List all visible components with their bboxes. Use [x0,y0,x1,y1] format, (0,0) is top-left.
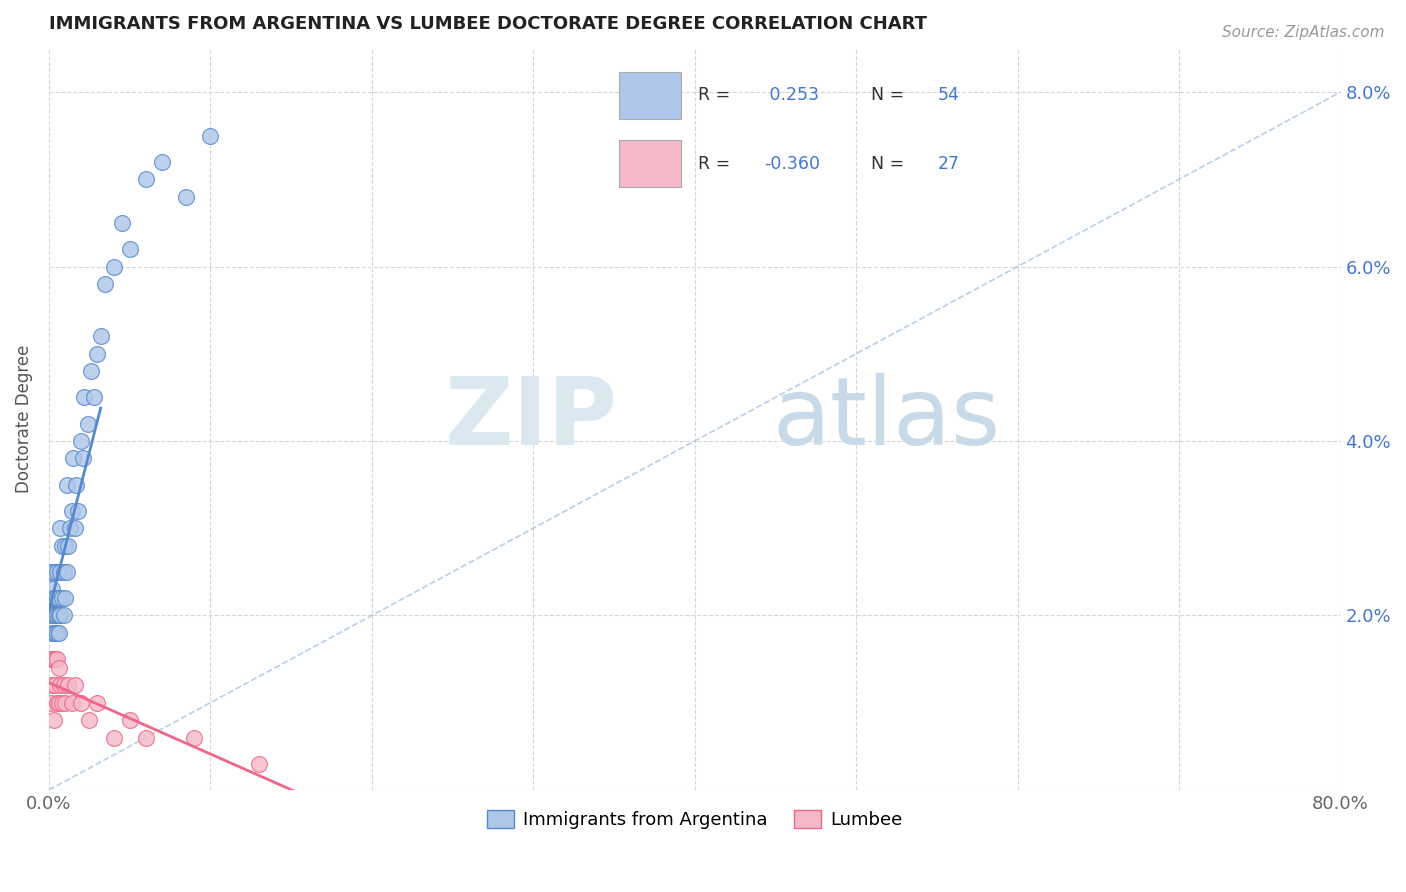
Point [135,731,157,745]
Point [46,608,69,623]
Point [118,242,141,256]
Point [39,608,62,623]
Point [41,626,63,640]
Point [53,696,76,710]
Point [111,216,134,230]
Point [76,417,98,431]
Point [103,731,125,745]
Point [200,128,222,143]
Point [42,565,65,579]
Point [42,713,65,727]
Point [150,154,173,169]
Point [44,652,66,666]
Point [46,652,69,666]
Point [53,591,76,605]
Point [135,172,157,186]
Point [44,608,66,623]
Point [58,678,80,692]
Point [48,591,70,605]
Point [42,652,65,666]
Point [44,591,66,605]
Point [44,626,66,640]
Point [49,521,72,535]
Point [103,260,125,274]
Point [60,696,83,710]
Point [52,678,75,692]
Point [183,731,205,745]
Point [51,696,73,710]
Point [48,608,70,623]
Point [90,329,112,343]
Point [118,713,141,727]
Point [39,565,62,579]
Point [46,626,69,640]
Point [62,451,84,466]
Point [70,434,93,448]
Point [59,521,82,535]
Point [94,277,117,291]
Point [63,678,86,692]
Point [41,582,63,597]
Point [79,713,101,727]
Point [51,539,73,553]
Legend: Immigrants from Argentina, Lumbee: Immigrants from Argentina, Lumbee [479,803,910,837]
Point [41,652,63,666]
Text: atlas: atlas [772,373,1001,466]
Point [41,652,63,666]
Point [41,678,63,692]
Point [42,591,65,605]
Point [55,477,77,491]
Point [48,661,70,675]
Point [70,696,93,710]
Point [44,678,66,692]
Y-axis label: Doctorate Degree: Doctorate Degree [15,345,32,493]
Point [63,521,86,535]
Point [86,696,108,710]
Point [86,347,108,361]
Point [46,565,69,579]
Point [49,565,72,579]
Point [53,539,76,553]
Point [48,626,70,640]
Point [66,504,89,518]
Point [46,591,69,605]
Point [48,696,70,710]
Point [52,608,75,623]
Point [46,696,69,710]
Point [247,756,270,771]
Text: ZIP: ZIP [444,373,617,466]
Point [65,477,87,491]
Point [39,652,62,666]
Point [49,678,72,692]
Point [72,451,94,466]
Point [39,591,62,605]
Point [42,608,65,623]
Point [42,626,65,640]
Point [83,390,105,404]
Point [49,608,72,623]
Point [58,539,80,553]
Point [51,591,73,605]
Point [52,565,75,579]
Text: Source: ZipAtlas.com: Source: ZipAtlas.com [1222,25,1385,40]
Point [55,565,77,579]
Point [73,390,96,404]
Point [60,504,83,518]
Point [39,696,62,710]
Point [174,190,197,204]
Point [80,364,103,378]
Text: IMMIGRANTS FROM ARGENTINA VS LUMBEE DOCTORATE DEGREE CORRELATION CHART: IMMIGRANTS FROM ARGENTINA VS LUMBEE DOCT… [49,15,927,33]
